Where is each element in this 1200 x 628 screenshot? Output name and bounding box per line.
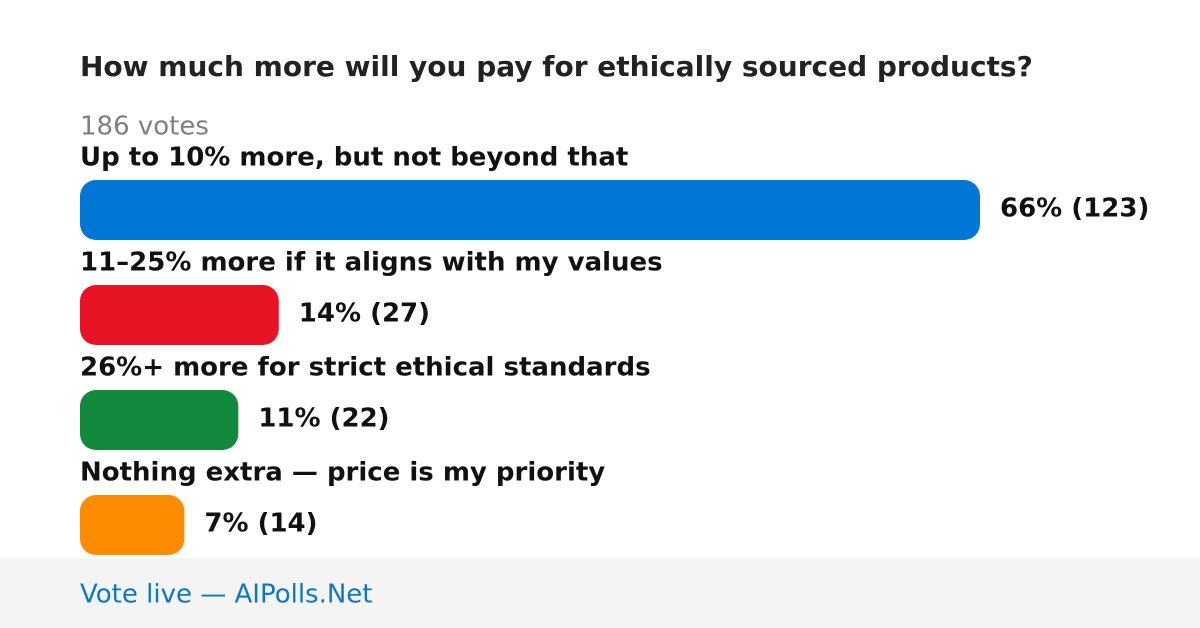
bar — [80, 390, 239, 450]
bar — [80, 180, 980, 240]
value-label: 7% (14) — [204, 509, 317, 539]
value-label: 11% (22) — [258, 404, 389, 434]
value-label: 14% (27) — [299, 299, 430, 329]
option-label: Nothing extra — price is my priority — [80, 458, 605, 488]
footer-link[interactable]: Vote live — AIPolls.Net — [80, 580, 373, 610]
option-label: 26%+ more for strict ethical standards — [80, 353, 651, 383]
value-label: 66% (123) — [1000, 194, 1149, 224]
bar — [80, 285, 279, 345]
footer-band — [0, 558, 1200, 628]
bar — [80, 495, 185, 555]
option-label: 11–25% more if it aligns with my values — [80, 248, 663, 278]
option-label: Up to 10% more, but not beyond that — [80, 143, 628, 173]
poll-title: How much more will you pay for ethically… — [80, 50, 1033, 83]
vote-count: 186 votes — [80, 112, 209, 142]
